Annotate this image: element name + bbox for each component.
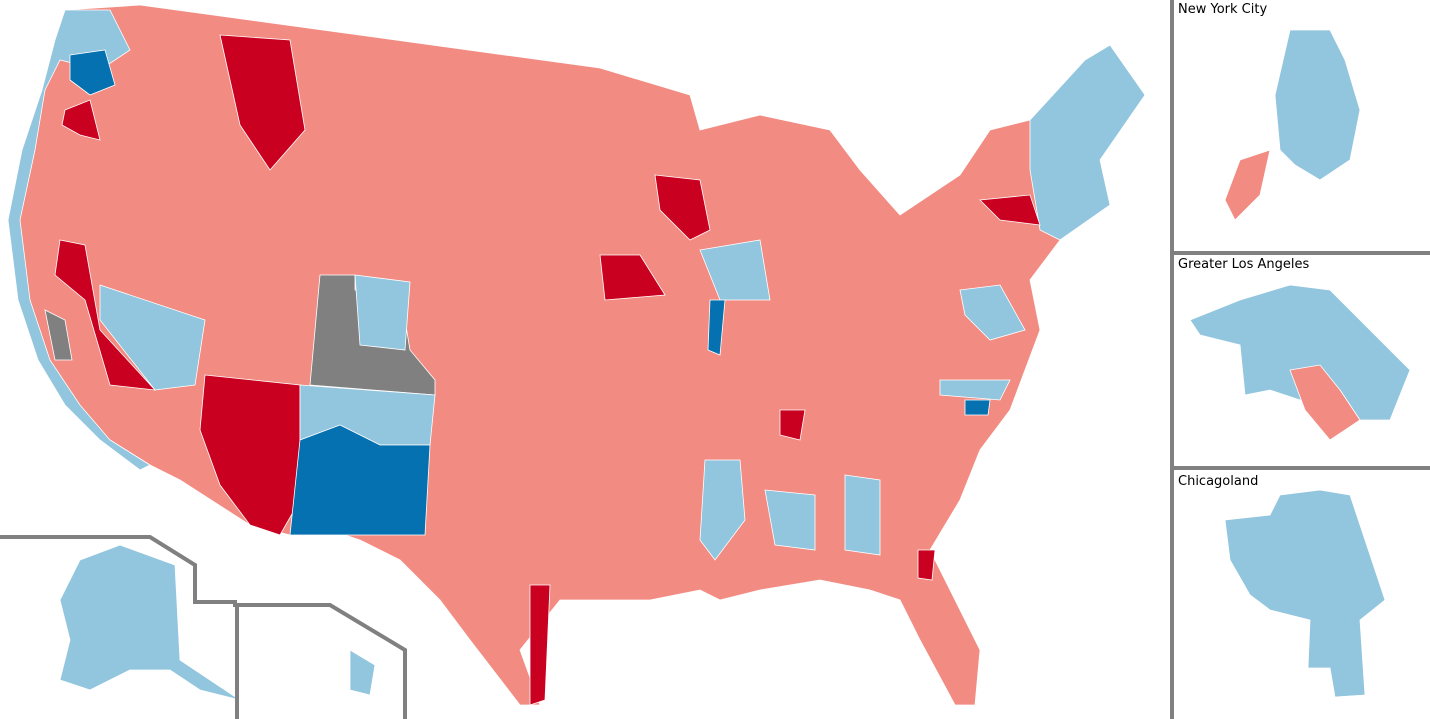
inset-title: New York City [1178,2,1267,17]
district [939,379,1011,401]
district [979,194,1041,226]
district [354,274,411,351]
district [529,584,551,706]
district [964,399,991,416]
district [199,374,301,536]
la-map [1289,364,1361,441]
alaska [59,544,241,701]
nyc-map [1274,29,1361,181]
district [69,49,116,96]
inset-border [0,535,407,719]
district [699,239,771,301]
district [599,254,666,301]
nyc-map [1224,149,1271,221]
district [764,489,816,551]
district [61,99,101,141]
district [44,309,73,361]
district [654,174,711,241]
district [699,459,746,561]
district [99,284,206,391]
district [54,239,157,391]
district [844,474,881,556]
inset-title: Chicagoland [1178,474,1258,489]
chicago-map [1224,489,1386,698]
district [917,549,936,581]
hawaii [349,649,376,696]
inset-title: Greater Los Angeles [1178,257,1310,272]
district [219,34,306,171]
district [779,409,806,441]
la-map [1189,284,1411,421]
district [289,424,431,536]
district [1029,44,1146,241]
district [707,299,726,356]
district [959,284,1026,341]
